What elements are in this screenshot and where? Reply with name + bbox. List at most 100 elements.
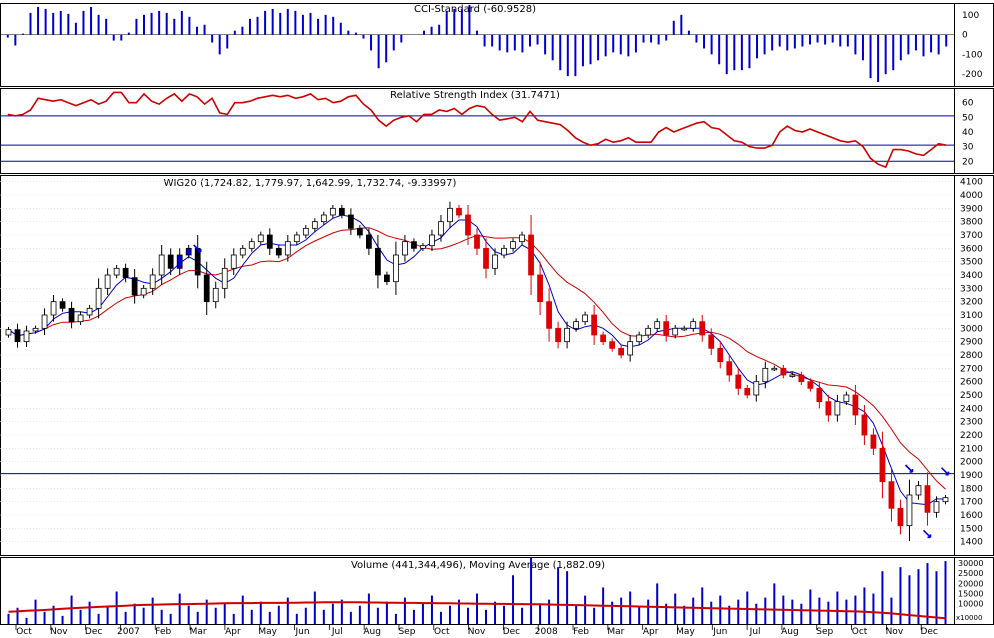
candle-body (825, 401, 832, 416)
moving-average-slow (8, 227, 946, 490)
candle-body (338, 207, 345, 216)
candle-body (483, 247, 489, 269)
candle-body (248, 241, 255, 249)
candle-body (420, 245, 426, 249)
price-tick-label: 4100 (960, 178, 983, 188)
price-grid (0, 181, 954, 542)
candle-body (329, 207, 336, 216)
candle-body (564, 327, 570, 343)
candle-body (131, 277, 138, 296)
signal-arrows (193, 244, 950, 539)
x-tick-label: Aug (781, 627, 799, 637)
candle-body (347, 214, 354, 229)
x-tick-label: Sep (816, 627, 833, 637)
candle-body (843, 394, 850, 403)
x-tick-label: Jun (712, 627, 727, 637)
candle-body (708, 334, 715, 349)
candle-body (924, 485, 931, 513)
candle-body (681, 327, 688, 331)
candle-body (672, 327, 679, 336)
candle-body (95, 287, 102, 309)
price-tick-label: 3200 (960, 298, 983, 308)
candle-body (221, 267, 228, 289)
candle-body (438, 221, 444, 236)
volume-moving-average (8, 601, 946, 620)
rsi-tick-label: 60 (962, 99, 974, 109)
x-tick-label: Apr (643, 627, 659, 637)
x-tick-label: Dec (503, 627, 520, 637)
candle-body (239, 247, 246, 256)
price-tick-label: 2300 (960, 418, 983, 428)
rsi-line (7, 91, 947, 169)
rsi-title: Relative Strength Index (31.7471) (390, 90, 560, 101)
price-panel: WIG20 (1,724.82, 1,779.97, 1,642.99, 1,7… (0, 178, 983, 548)
candle-body (942, 497, 949, 503)
x-tick-label: Mar (190, 627, 207, 637)
candle-body (465, 214, 471, 236)
candle-body (654, 321, 661, 329)
x-tick-label: Nov (468, 627, 486, 637)
candle-body (311, 221, 318, 229)
price-tick-label: 3400 (960, 271, 983, 281)
candle-body (537, 274, 543, 303)
candle-body (888, 481, 895, 509)
candle-body (933, 501, 940, 513)
candle-body (744, 387, 751, 396)
candle-body (753, 381, 760, 396)
price-tick-label: 2800 (960, 351, 983, 361)
price-tick-label: 1500 (960, 524, 983, 534)
cci-bars (0, 4, 954, 83)
price-title: WIG20 (1,724.82, 1,779.97, 1,642.99, 1,7… (164, 178, 457, 189)
candle-body (906, 494, 913, 527)
cci-tick-label: -100 (962, 50, 983, 60)
candle-body (798, 374, 805, 383)
candle-body (375, 247, 381, 276)
price-tick-label: 2100 (960, 444, 983, 454)
candle-body (636, 334, 643, 343)
candle-body (861, 414, 868, 436)
x-tick-label: 2008 (535, 627, 558, 637)
candle-body (113, 267, 120, 276)
candle-body (519, 234, 525, 243)
candle-body (411, 241, 417, 249)
rsi-tick-label: 40 (962, 128, 974, 138)
candle-body (14, 329, 21, 343)
candle-body (293, 234, 300, 243)
candle-body (41, 314, 48, 329)
rsi-panel: Relative Strength Index (31.7471) 60 50 40… (0, 90, 974, 169)
price-tick-label: 2500 (960, 391, 983, 401)
cci-ticks: 100 0 -100 -200 (962, 11, 983, 80)
x-tick-label: May (258, 627, 277, 637)
price-tick-label: 3900 (960, 204, 983, 214)
candle-body (185, 247, 192, 256)
candle-body (176, 254, 183, 269)
price-tick-label: 3000 (960, 324, 983, 334)
volume-tick-label: 25000 (958, 569, 983, 578)
candle-body (447, 207, 453, 223)
candle-body (402, 241, 408, 256)
signal-arrow (904, 464, 914, 473)
candle-body (735, 374, 742, 389)
price-tick-label: 3800 (960, 218, 983, 228)
moving-average-fast (8, 214, 946, 506)
price-tick-label: 2600 (960, 378, 983, 388)
candle-body (915, 485, 922, 496)
candle-body (77, 314, 84, 323)
x-tick-label: Jul (749, 627, 761, 637)
candle-body (167, 254, 174, 269)
candle-body (50, 301, 57, 316)
candle-body (104, 274, 111, 289)
price-tick-label: 3300 (960, 284, 983, 294)
candle-body (528, 234, 534, 276)
cci-tick-label: 100 (962, 11, 979, 21)
candle-body (771, 367, 778, 371)
candle-body (32, 327, 39, 332)
candle-body (203, 274, 210, 303)
candle-body (366, 234, 372, 249)
cci-frame (0, 3, 994, 87)
candle-body (717, 347, 724, 363)
candle-body (501, 247, 507, 256)
candle-body (510, 241, 516, 249)
